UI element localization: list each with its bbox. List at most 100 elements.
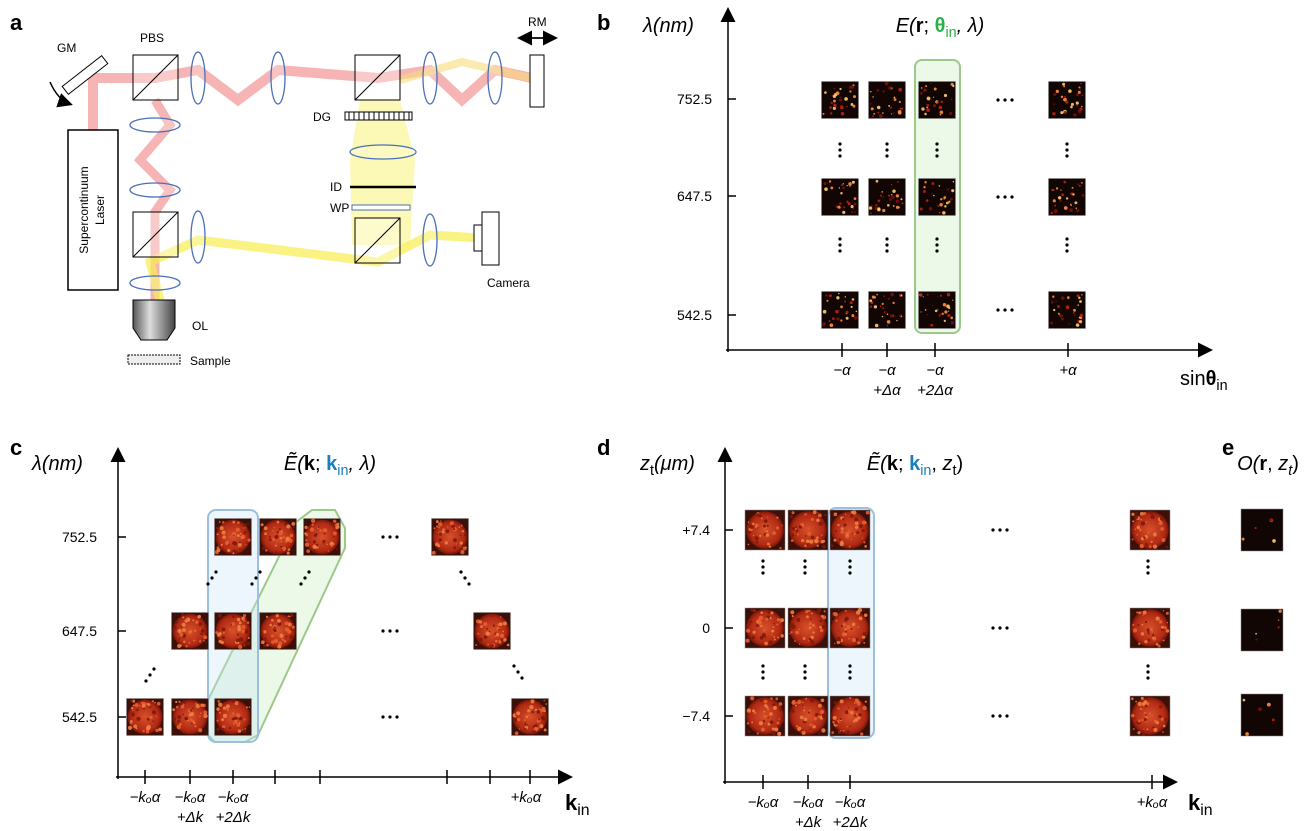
speckle (235, 638, 240, 643)
component-label: GM (57, 41, 76, 55)
ellipsis-dot (935, 154, 939, 158)
speckle (238, 716, 243, 721)
component-label: OL (192, 319, 208, 333)
speckle (842, 183, 844, 185)
speckle (500, 616, 502, 618)
speckle (1139, 611, 1142, 614)
speckle (819, 619, 823, 623)
text-part: 0 (702, 620, 710, 636)
speckle (1076, 294, 1080, 298)
text-part: −kₒα (130, 789, 161, 806)
speckle (172, 625, 177, 630)
speckle (1137, 719, 1141, 723)
speckle (816, 642, 819, 644)
speckle (283, 639, 287, 643)
camera-lens (473, 224, 483, 252)
speckle (437, 544, 441, 548)
speckle (821, 624, 826, 629)
speckle (844, 628, 847, 631)
speckle-image (918, 291, 956, 329)
speckle (940, 198, 943, 201)
speckle (886, 204, 890, 207)
speckle (282, 536, 285, 539)
speckle (881, 315, 884, 318)
speckle (282, 546, 287, 550)
ellipsis-dot (214, 570, 218, 574)
speckle-image (259, 612, 297, 650)
speckle (937, 296, 939, 298)
speckle (749, 524, 754, 530)
speckle (1241, 537, 1245, 541)
speckle-image (214, 612, 252, 650)
speckle (219, 526, 224, 531)
speckle (772, 626, 775, 629)
speckle (895, 194, 900, 198)
ellipsis-dot (258, 570, 262, 574)
speckle (273, 626, 276, 629)
y-tick-label: 647.5 (62, 623, 97, 639)
mirror (61, 54, 109, 96)
speckle (1144, 640, 1148, 644)
speckle (869, 102, 872, 105)
speckle (773, 638, 776, 641)
speckle (1155, 616, 1160, 621)
speckle (273, 639, 279, 644)
speckle (244, 617, 247, 621)
speckle (822, 309, 827, 314)
speckle (463, 533, 467, 537)
speckle (275, 614, 279, 618)
speckle (225, 707, 227, 709)
ellipsis-dot (148, 673, 152, 677)
speckle (818, 703, 822, 708)
speckle (839, 98, 843, 102)
speckle (888, 86, 892, 90)
speckle (451, 524, 455, 528)
speckle-image (259, 518, 297, 556)
speckle (141, 704, 146, 708)
speckle (277, 644, 282, 649)
speckle (1269, 518, 1273, 522)
speckle (776, 516, 779, 519)
speckle (222, 725, 226, 729)
speckle (291, 521, 296, 526)
speckle (836, 640, 841, 645)
speckle (1052, 295, 1055, 298)
speckle (1155, 721, 1159, 725)
text-part: , (931, 453, 942, 475)
speckle (497, 643, 501, 647)
speckle (1162, 724, 1166, 728)
speckle (235, 527, 240, 532)
speckle (854, 702, 856, 704)
speckle (863, 641, 866, 644)
speckle (882, 208, 886, 213)
speckle (440, 541, 443, 543)
speckle (486, 627, 489, 630)
speckle (536, 709, 541, 714)
ellipsis-dot (803, 664, 807, 668)
speckle (942, 211, 946, 215)
text-part: O( (1237, 453, 1262, 475)
speckle (260, 523, 264, 527)
speckle (1070, 204, 1072, 207)
speckle (933, 87, 937, 91)
speckle (1063, 85, 1066, 88)
speckle (847, 710, 851, 714)
speckle (823, 610, 826, 613)
text-part: +7.4 (682, 522, 710, 538)
speckle (760, 611, 764, 615)
component-label: RM (528, 15, 547, 29)
speckle (943, 319, 946, 323)
speckle (865, 613, 868, 616)
ellipsis-dot (388, 715, 392, 719)
text-part: Supercontinuum (77, 166, 91, 253)
ellipsis-dot (996, 195, 1000, 199)
speckle (1245, 732, 1249, 736)
speckle (218, 639, 222, 644)
speckle (854, 718, 859, 722)
speckle (919, 293, 923, 297)
speckle (1050, 301, 1054, 304)
speckle (274, 534, 279, 539)
speckle (222, 535, 226, 539)
speckle (236, 633, 240, 636)
speckle (265, 549, 268, 552)
